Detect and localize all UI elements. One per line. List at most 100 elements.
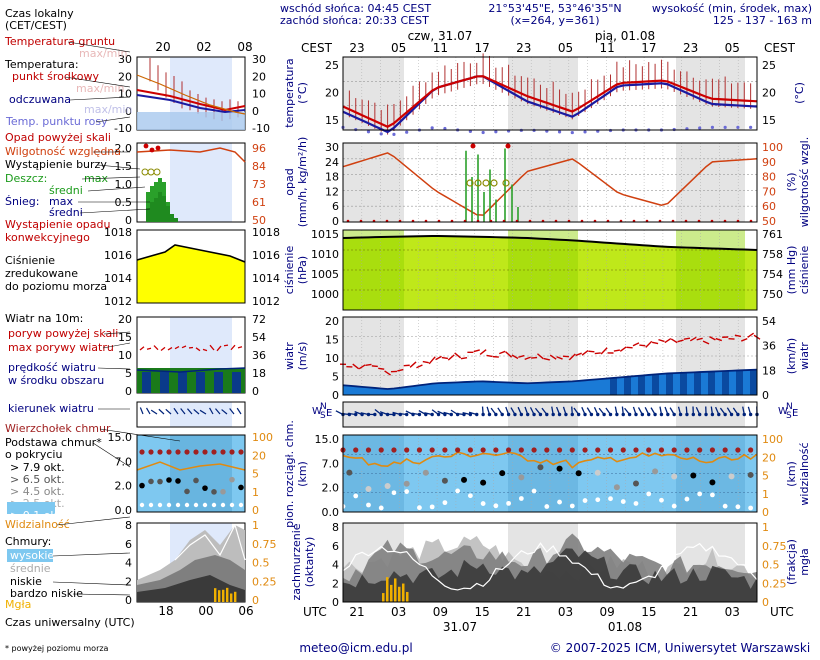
legend-connector bbox=[97, 367, 131, 370]
cloud-base-dot bbox=[652, 468, 659, 475]
legend-visibility-line bbox=[136, 461, 246, 471]
visibility-axis-title: widzialność bbox=[798, 442, 811, 505]
legend-top-hour: 02 bbox=[196, 40, 211, 54]
legend-temp-right-tick: 30 bbox=[252, 53, 266, 66]
wind-right-tick: 36 bbox=[762, 340, 776, 353]
cloud-base-dot bbox=[728, 473, 735, 480]
legend-press-right-tick: 1014 bbox=[252, 272, 280, 285]
wind-direction-head bbox=[468, 412, 473, 417]
cloud-base-light-dot bbox=[582, 498, 588, 503]
fog-bar bbox=[398, 586, 401, 602]
legend-cb-band bbox=[170, 435, 232, 512]
dew-point-dot bbox=[379, 132, 383, 136]
top-hour-tick: 23 bbox=[349, 41, 364, 55]
wind-speed-dark bbox=[652, 374, 659, 395]
wind-speed-dark bbox=[666, 373, 673, 395]
legend-wind-dark bbox=[196, 372, 205, 393]
legend-cloud-base-dot bbox=[229, 476, 235, 483]
gust-mark bbox=[613, 349, 620, 352]
legend-cb-left-tick: 15.0 bbox=[108, 431, 133, 444]
legend-precip-left-tick: 1.5 bbox=[115, 160, 133, 173]
gust-mark bbox=[740, 337, 748, 342]
compass-letter: W bbox=[312, 406, 322, 417]
cloud-top-dot bbox=[455, 447, 461, 453]
pressure-night-0 bbox=[343, 230, 404, 310]
cloud-base-dot bbox=[518, 474, 525, 481]
legend-okt-highlight bbox=[7, 502, 55, 514]
wind-direction-head bbox=[748, 412, 753, 417]
cloud-base-light-dot bbox=[353, 493, 359, 499]
cloud-top-dot bbox=[697, 447, 703, 453]
gust-mark bbox=[352, 363, 360, 370]
cloud-top-dot bbox=[658, 447, 665, 453]
cloud-top-dot bbox=[582, 447, 588, 453]
legend-wind-dark bbox=[178, 372, 187, 393]
humidity-axis-title: wilgotność wzgl. bbox=[798, 137, 811, 227]
bottom-hour-tick: 21 bbox=[516, 605, 531, 619]
wind-direction-head bbox=[742, 412, 746, 417]
legend-feels: odczuwana bbox=[9, 93, 71, 106]
dew-point-dot bbox=[557, 130, 562, 134]
cloud-base-light-dot bbox=[378, 505, 384, 511]
legend-temp-right-tick: 20 bbox=[252, 70, 266, 83]
legend-wind-left-tick: 15 bbox=[118, 331, 132, 344]
legend-precip-frame bbox=[136, 142, 246, 223]
legend-cloud-base-dot bbox=[238, 484, 244, 491]
gust-mark bbox=[639, 344, 646, 347]
legend-precip-right-tick: 73 bbox=[252, 178, 266, 191]
legend-gust-above: poryw powyżej skali bbox=[8, 327, 118, 340]
dew-point-dot bbox=[366, 130, 371, 134]
cloud-base-light-dot bbox=[684, 496, 690, 502]
utc-label-right: UTC bbox=[770, 605, 794, 619]
wind-left-tick: 15 bbox=[325, 334, 339, 347]
legend-storm: Wystąpienie burzy bbox=[5, 158, 107, 171]
legend-dir-arrow bbox=[173, 407, 179, 415]
legend-dir-arrow bbox=[180, 408, 186, 415]
legend-cloud-light-dot bbox=[175, 502, 181, 508]
wind-direction-head bbox=[576, 412, 581, 417]
legend-cloud-top-dot bbox=[139, 449, 145, 455]
dew-point-dot bbox=[698, 126, 702, 130]
legend-snow-max: max bbox=[49, 195, 73, 208]
legend-temperature: Temperatura: bbox=[4, 58, 79, 71]
legend-temp-line bbox=[136, 89, 246, 112]
wind-direction-head bbox=[666, 412, 670, 417]
legend-snow-bar bbox=[154, 198, 158, 222]
legend-local-time-2: (CET/CEST) bbox=[5, 19, 67, 32]
legend-cc-right-tick: 0.5 bbox=[252, 557, 270, 570]
legend-cc-right-tick: 0.75 bbox=[252, 538, 277, 551]
legend-wind-right-tick: 54 bbox=[252, 331, 266, 344]
cloud-base-dot bbox=[556, 465, 563, 472]
gust-mark bbox=[715, 337, 723, 342]
top-day-label-1: czw, 31.07 bbox=[408, 29, 473, 43]
legend-max-gust: max porywy wiatru bbox=[8, 341, 114, 354]
gust-mark bbox=[568, 353, 576, 361]
precip-left-tick: 24 bbox=[325, 156, 339, 169]
legend-temp-left-tick: 20 bbox=[118, 70, 132, 83]
legend-wind-right-tick: 72 bbox=[252, 313, 266, 326]
grid-text: (x=264, y=361) bbox=[510, 14, 599, 27]
pressure-left-tick: 1015 bbox=[311, 228, 339, 241]
cloudcover-axis-title: (oktanty) bbox=[303, 537, 316, 588]
dew-point-dot bbox=[392, 132, 396, 136]
wind-direction-head bbox=[532, 412, 536, 417]
wind-speed-dark bbox=[708, 371, 715, 395]
legend-cb-left-tick: 0.0 bbox=[115, 504, 133, 517]
cloud-base-dot bbox=[346, 469, 353, 476]
legend-cloud-light-dot bbox=[238, 502, 244, 508]
legend-dir-arrow bbox=[139, 407, 144, 415]
wind-direction-head bbox=[723, 412, 727, 417]
pressure-axis-title: ciśnienie bbox=[283, 246, 296, 295]
gust-mark bbox=[441, 356, 449, 360]
legend-dir-arrow bbox=[215, 408, 221, 415]
cloud-base-light-dot bbox=[467, 493, 473, 499]
high-cloud-line bbox=[342, 542, 758, 591]
legend-cloud-light-dot bbox=[220, 502, 226, 508]
legend-cc-right-tick: 0.25 bbox=[252, 575, 277, 588]
legend-cloud-light-dot bbox=[157, 502, 163, 508]
gust-mark bbox=[422, 360, 429, 364]
legend-utc: Czas uniwersalny (UTC) bbox=[5, 616, 135, 629]
cc-frame bbox=[342, 522, 758, 603]
temp-axis-title-right: (°C) bbox=[793, 82, 806, 104]
legend-cloud-base-dot bbox=[175, 478, 181, 484]
